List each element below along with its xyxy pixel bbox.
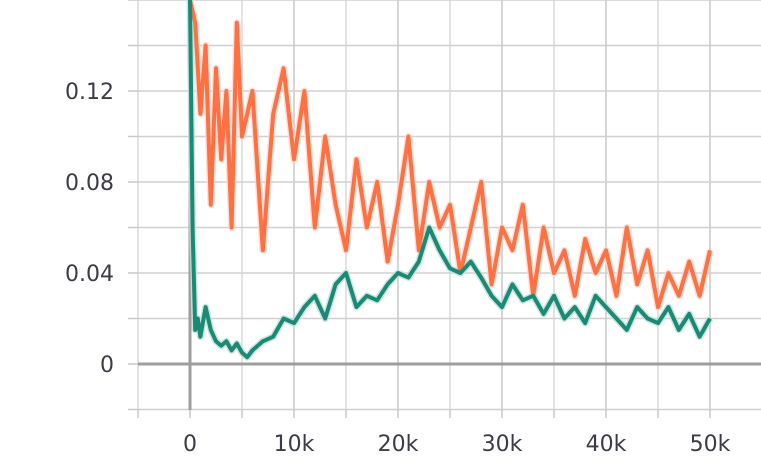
x-tick-label: 30k: [482, 432, 523, 457]
y-tick-label: 0.04: [65, 262, 114, 287]
x-tick-label: 10k: [274, 432, 315, 457]
x-tick-label: 0: [183, 432, 197, 457]
series-0-line: [188, 0, 712, 310]
series-lines: [186, 0, 714, 361]
y-tick-label: 0.08: [65, 171, 114, 196]
x-tick-label: 20k: [378, 432, 419, 457]
y-tick-label: 0: [100, 353, 114, 378]
x-tick-label: 50k: [690, 432, 731, 457]
series-1-line: [188, 0, 712, 360]
y-tick-label: 0.12: [65, 80, 114, 105]
tick-labels: 0 10k 20k 30k 40k 50k 0 0.04 0.08 0.12: [65, 80, 731, 457]
x-tick-label: 40k: [586, 432, 627, 457]
